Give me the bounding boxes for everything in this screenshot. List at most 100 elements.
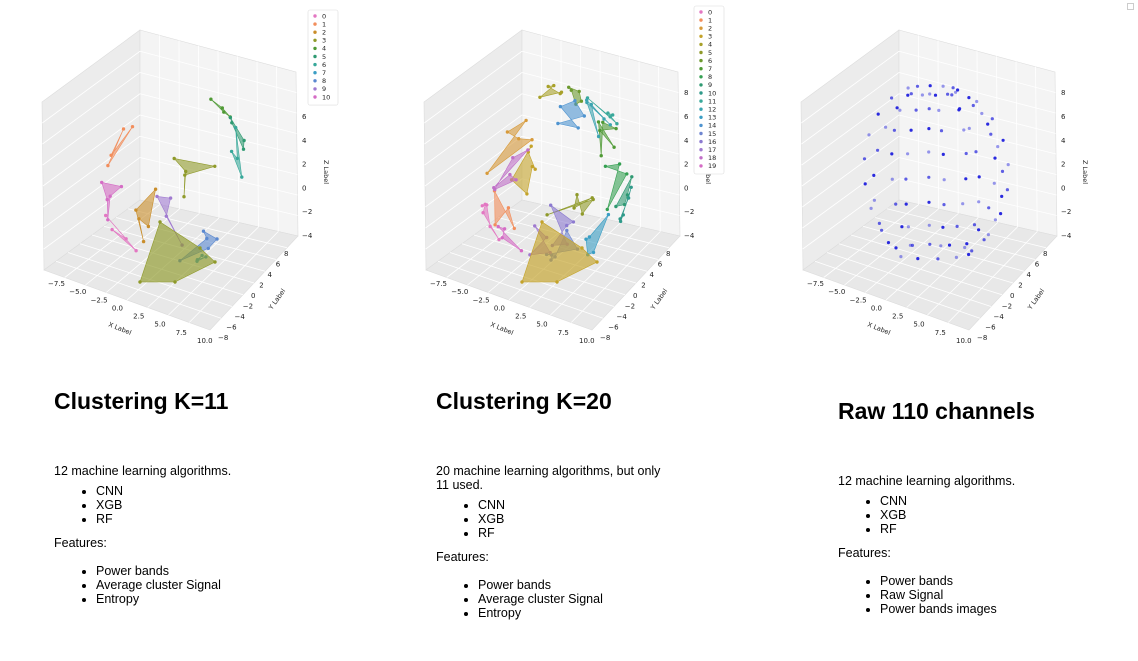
intro-text: 12 machine learning algorithms. — [838, 474, 1016, 488]
data-point — [947, 243, 952, 247]
grid-line — [276, 66, 279, 232]
data-point — [540, 220, 544, 224]
data-point — [611, 113, 615, 117]
data-point — [480, 204, 484, 208]
grid-line — [139, 50, 297, 93]
data-point — [530, 138, 534, 142]
features-label: Features: — [436, 550, 489, 564]
data-point — [977, 228, 981, 232]
z-tick-label: 8 — [1061, 89, 1065, 97]
y-tick-label: 6 — [1035, 261, 1040, 269]
data-point — [612, 145, 616, 149]
data-point — [524, 118, 528, 123]
data-point — [558, 104, 563, 109]
data-point — [575, 193, 579, 197]
legend-marker — [699, 131, 703, 136]
x-axis-label: X Label — [107, 320, 132, 337]
data-point — [138, 280, 142, 284]
data-point — [963, 245, 967, 250]
data-point — [173, 280, 177, 284]
legend-entry: 15 — [708, 130, 716, 138]
panel-title: Clustering K=20 — [436, 388, 612, 414]
y-tick-label: −2 — [243, 303, 253, 311]
data-point — [928, 242, 932, 246]
data-point — [890, 96, 894, 100]
list-item: XGB — [478, 512, 666, 526]
feature-list: Power bands Average cluster Signal Entro… — [436, 578, 666, 620]
data-point — [105, 197, 109, 202]
data-point — [512, 226, 516, 231]
data-point — [890, 152, 894, 156]
z-tick-label: 2 — [684, 161, 688, 169]
grid-line — [1015, 61, 1018, 228]
data-point — [500, 236, 504, 240]
feature-list: Power bands Raw Signal Power bands image… — [838, 574, 1078, 616]
data-point — [220, 106, 224, 110]
legend-entry: 4 — [708, 41, 712, 49]
grid-line — [139, 93, 297, 134]
data-point — [999, 212, 1003, 216]
data-point — [241, 147, 246, 151]
data-point — [867, 133, 871, 137]
chart-svg: −7.5 −5.0 −2.5 0.0 2.5 5.0 7.5 10.0 X Label −8 −6 −… — [41, 9, 339, 345]
data-point — [621, 213, 625, 217]
data-point — [980, 111, 984, 116]
z-tick-label: −4 — [684, 232, 695, 240]
data-point — [927, 223, 931, 227]
data-point — [615, 122, 619, 126]
data-point — [242, 138, 246, 143]
data-point — [618, 219, 623, 224]
data-point — [573, 99, 577, 103]
data-point — [108, 194, 112, 198]
data-point — [587, 235, 592, 239]
legend-entry: 5 — [708, 49, 712, 57]
grid-line — [43, 178, 141, 250]
list-item: RF — [96, 512, 294, 526]
z-tick-label: 0 — [302, 184, 306, 192]
legend-marker — [699, 67, 703, 71]
data-point — [894, 202, 898, 206]
y-tick-label: 0 — [1010, 292, 1014, 300]
legend-entry: 13 — [708, 114, 716, 122]
data-point — [954, 90, 958, 94]
legend-marker — [313, 79, 317, 83]
data-point — [909, 128, 913, 132]
data-point — [906, 86, 910, 90]
window-corner-marker — [1127, 3, 1134, 10]
grid-line — [802, 178, 900, 250]
data-point — [1005, 188, 1009, 192]
plot-3d-raw: −7.5 −5.0 −2.5 0.0 2.5 5.0 7.5 10.0 X Label −8 −6 −… — [759, 0, 1138, 355]
plot-3d-k20: −7.5 −5.0 −2.5 0.0 2.5 5.0 7.5 10.0 X Label −8 −6 −… — [382, 0, 761, 355]
legend-entry: 4 — [322, 45, 326, 53]
legend-entry: 2 — [708, 25, 712, 33]
x-tick-label: −2.5 — [473, 296, 490, 304]
grid-line — [570, 231, 661, 323]
feature-list: Power bands Average cluster Signal Entro… — [54, 564, 294, 606]
grid-line — [521, 50, 679, 93]
data-point — [961, 202, 965, 206]
data-point — [965, 242, 969, 246]
list-item: Average cluster Signal — [478, 592, 666, 606]
z-tick-label: 0 — [1061, 184, 1065, 192]
legend-entry: 5 — [322, 53, 326, 61]
chart-svg: −7.5 −5.0 −2.5 0.0 2.5 5.0 7.5 10.0 X Label −8 −6 −… — [800, 29, 1089, 345]
grid-line — [1035, 66, 1038, 232]
data-point — [862, 157, 867, 161]
data-point — [565, 228, 569, 233]
data-point — [591, 197, 595, 202]
legend-marker — [699, 91, 703, 95]
plot-3d-k11: −7.5 −5.0 −2.5 0.0 2.5 5.0 7.5 10.0 X Label −8 −6 −… — [0, 0, 379, 355]
intro-text: 20 machine learning algorithms, but only… — [436, 464, 661, 492]
data-point — [970, 249, 974, 253]
legend-marker — [699, 107, 703, 111]
grid-line — [497, 217, 659, 260]
data-point — [517, 137, 521, 141]
grid-line — [802, 157, 900, 229]
data-point — [941, 84, 945, 88]
grid-line — [42, 114, 141, 187]
data-point — [209, 97, 213, 101]
data-point — [571, 220, 576, 224]
grid-line — [43, 157, 141, 229]
data-point — [884, 125, 888, 129]
list-item: CNN — [478, 498, 666, 512]
